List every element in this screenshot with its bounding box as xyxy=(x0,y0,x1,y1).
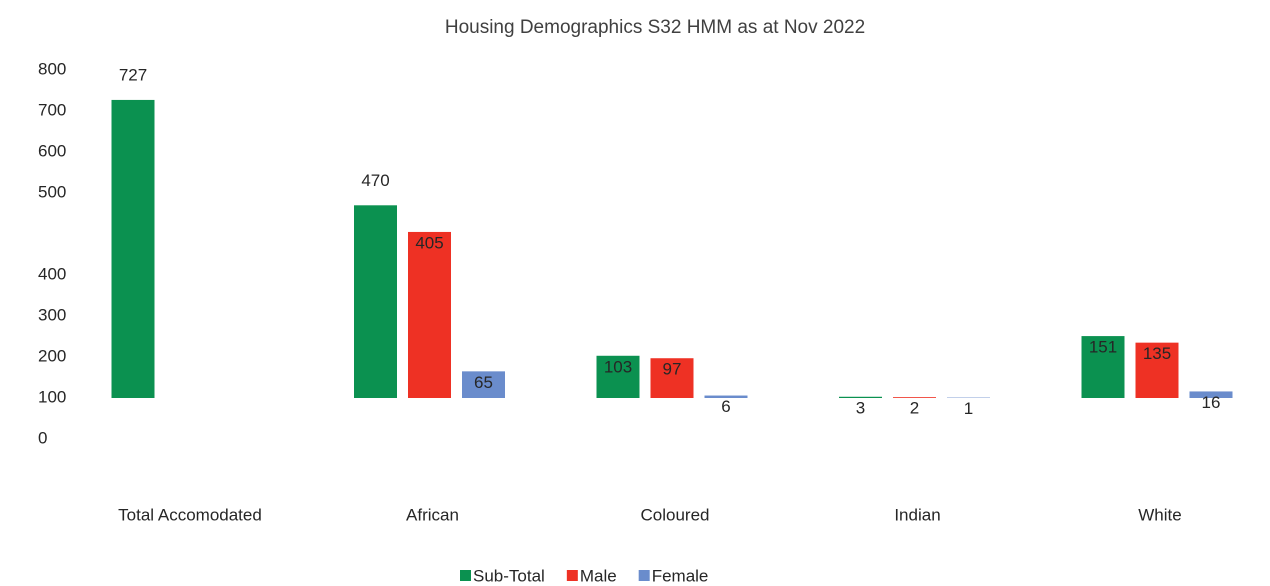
bar xyxy=(893,397,936,398)
data-label: 405 xyxy=(415,233,443,252)
y-tick-label: 300 xyxy=(38,305,66,324)
data-label: 65 xyxy=(474,373,493,392)
data-label: 727 xyxy=(119,65,147,84)
legend-swatch xyxy=(566,570,578,581)
bar xyxy=(596,355,640,398)
data-label: 6 xyxy=(721,397,730,416)
x-tick-label: Coloured xyxy=(641,505,710,524)
y-tick-label: 800 xyxy=(38,59,66,78)
y-tick-label: 200 xyxy=(38,346,66,365)
data-label: 103 xyxy=(604,357,632,376)
data-label: 135 xyxy=(1143,344,1171,363)
x-tick-label: White xyxy=(1138,505,1181,524)
legend-swatch xyxy=(638,570,650,581)
data-label: 3 xyxy=(856,398,865,417)
bar xyxy=(1135,342,1179,398)
bar xyxy=(462,371,505,398)
x-tick-label: Indian xyxy=(894,505,940,524)
data-label: 97 xyxy=(663,360,682,379)
bar xyxy=(704,395,748,398)
y-tick-label: 600 xyxy=(38,141,66,160)
legend-label: Female xyxy=(652,566,709,585)
y-tick-label: 100 xyxy=(38,387,66,406)
legend-swatch xyxy=(460,570,471,581)
bar xyxy=(650,358,694,398)
bar xyxy=(111,99,155,399)
legend-label: Male xyxy=(580,566,617,585)
y-tick-label: 400 xyxy=(38,264,66,283)
bar xyxy=(1189,391,1233,398)
data-label: 151 xyxy=(1089,338,1117,357)
y-tick-label: 700 xyxy=(38,100,66,119)
data-label: 16 xyxy=(1202,393,1221,412)
chart-title: Housing Demographics S32 HMM as at Nov 2… xyxy=(445,17,865,38)
y-tick-label: 0 xyxy=(38,428,47,447)
x-tick-label: African xyxy=(406,505,459,524)
data-label: 470 xyxy=(361,171,389,190)
bar xyxy=(408,231,451,398)
bar xyxy=(839,396,882,398)
legend-label: Sub-Total xyxy=(473,566,545,585)
x-tick-label: Total Accomodated xyxy=(118,505,262,524)
bar xyxy=(354,205,397,398)
data-label: 2 xyxy=(910,399,919,418)
bar xyxy=(1081,336,1125,398)
data-label: 1 xyxy=(964,399,973,418)
y-tick-label: 500 xyxy=(38,182,66,201)
